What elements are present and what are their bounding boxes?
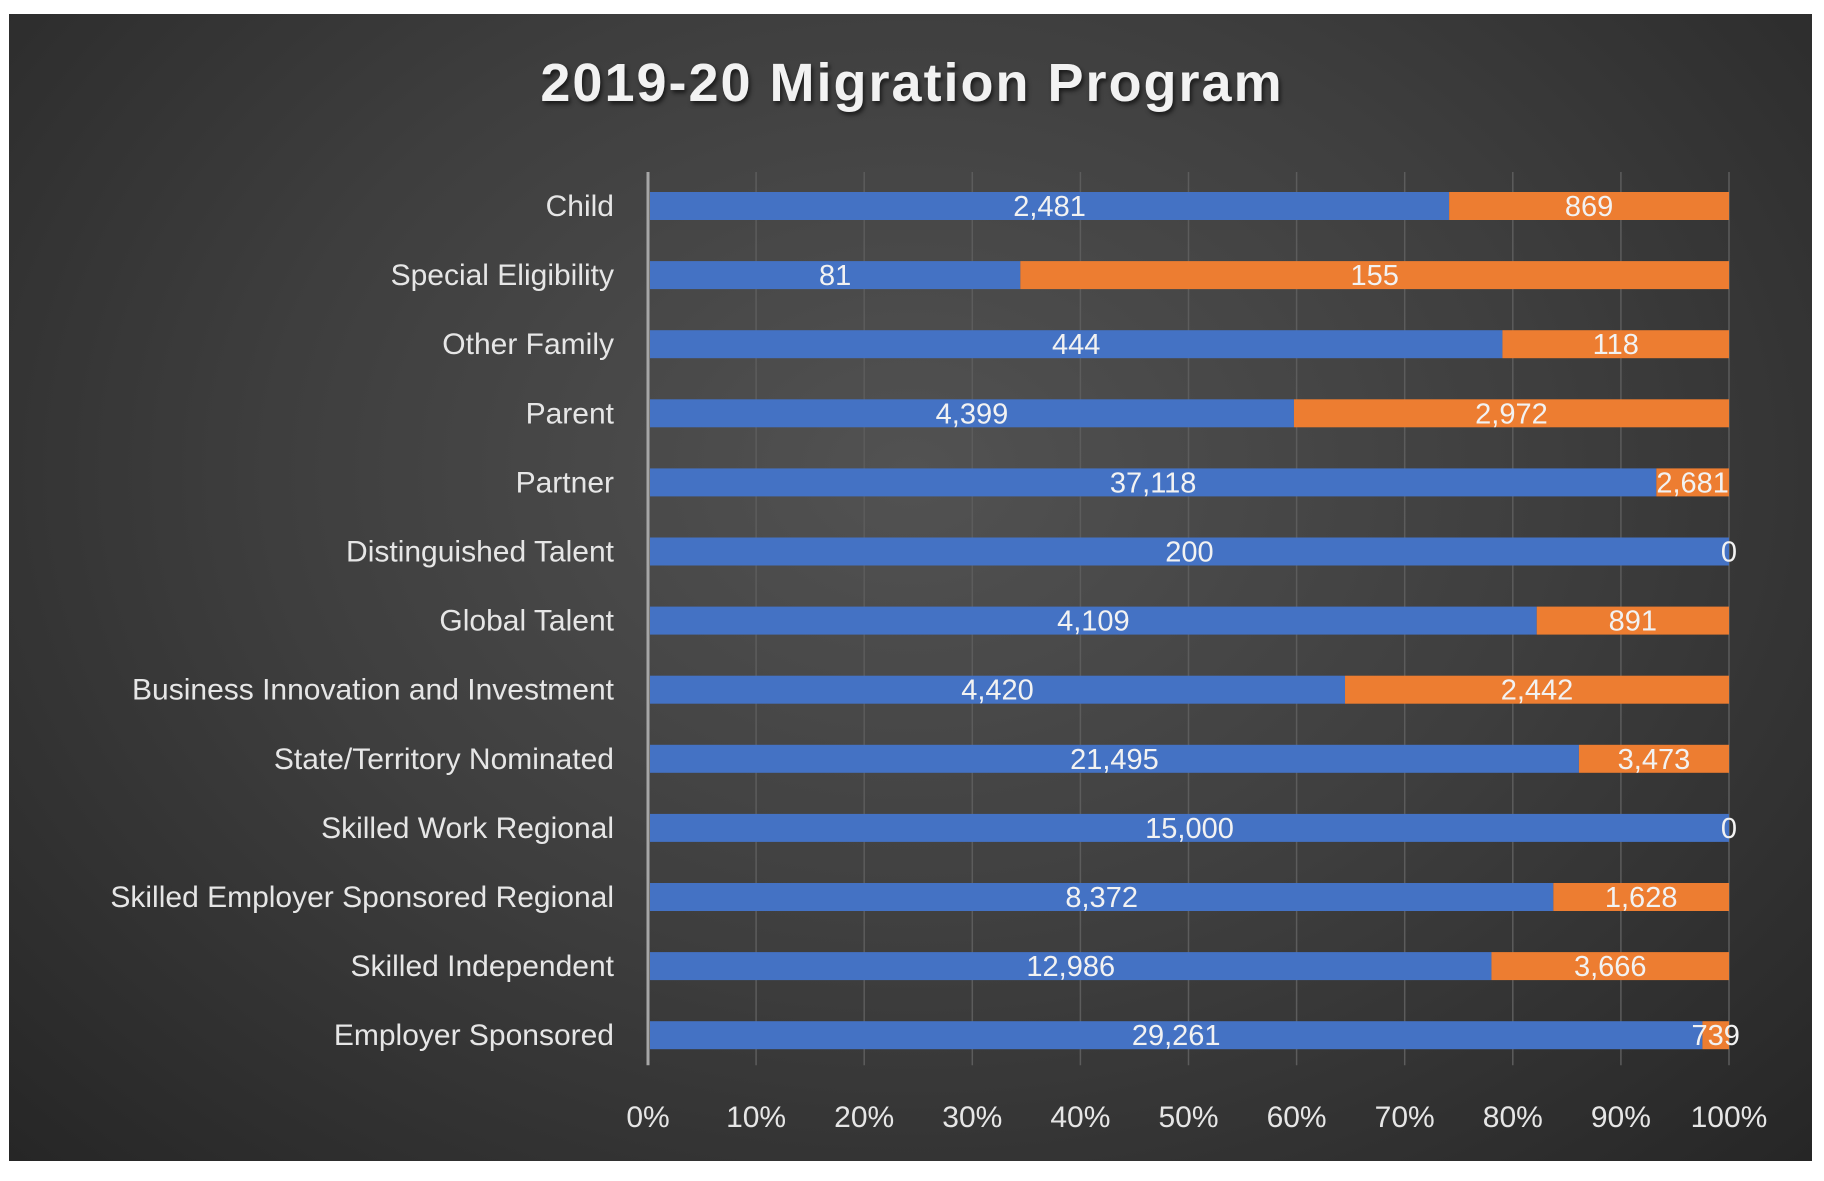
category-label: State/Territory Nominated — [274, 743, 614, 776]
data-label: 3,666 — [1574, 951, 1647, 983]
x-tick-label: 90% — [1591, 1101, 1651, 1134]
x-tick-label: 20% — [834, 1101, 894, 1134]
bar-segment-blue — [650, 330, 1503, 359]
bar-segment-orange — [1345, 675, 1729, 704]
data-label: 2,442 — [1501, 675, 1574, 707]
x-tick-label: 70% — [1375, 1101, 1435, 1134]
data-label: 3,473 — [1618, 744, 1691, 776]
bar-segment-blue — [650, 606, 1537, 635]
category-label: Distinguished Talent — [346, 536, 615, 569]
data-label: 12,986 — [1026, 951, 1115, 983]
data-label: 8,372 — [1065, 882, 1138, 914]
bar-segment-orange — [1536, 606, 1729, 635]
data-label: 29,261 — [1132, 1020, 1221, 1052]
data-label: 118 — [1593, 329, 1639, 361]
data-label: 15,000 — [1145, 813, 1234, 845]
bar-segment-orange — [1578, 744, 1729, 773]
data-label: 2,972 — [1475, 398, 1548, 430]
bar-segment-orange — [1702, 1021, 1729, 1050]
data-label: 4,109 — [1057, 606, 1130, 638]
bar-segment-orange — [1491, 952, 1729, 981]
data-label: 200 — [1165, 537, 1213, 569]
data-label: 0 — [1721, 537, 1737, 569]
x-tick-label: 60% — [1267, 1101, 1327, 1134]
category-label: Special Eligibility — [391, 259, 614, 292]
category-label: Other Family — [442, 328, 614, 361]
bar-segment-blue — [650, 537, 1729, 566]
data-label: 37,118 — [1110, 467, 1197, 499]
bar-segment-orange — [1293, 399, 1729, 428]
bar-segment-blue — [650, 261, 1021, 290]
bar-segment-blue — [650, 952, 1492, 981]
bar-segment-blue — [650, 883, 1554, 911]
bar-segment-orange — [1553, 883, 1729, 911]
bar-segment-orange — [1502, 330, 1729, 359]
data-label: 21,495 — [1070, 744, 1159, 776]
bar-segment-orange — [1449, 192, 1729, 220]
category-label: Partner — [516, 466, 614, 499]
bar-segment-blue — [650, 675, 1346, 704]
data-label: 891 — [1609, 606, 1657, 638]
category-label: Skilled Employer Sponsored Regional — [110, 881, 614, 914]
x-tick-label: 40% — [1050, 1101, 1110, 1134]
bar-segment-blue — [650, 468, 1657, 497]
bar-segment-orange — [1656, 468, 1729, 497]
x-tick-label: 50% — [1158, 1101, 1218, 1134]
x-tick-label: 80% — [1483, 1101, 1543, 1134]
category-label: Child — [546, 190, 614, 223]
bar-segment-orange — [1020, 261, 1729, 290]
bar-segment-blue — [650, 744, 1579, 773]
data-label: 4,399 — [936, 398, 1009, 430]
data-label: 4,420 — [961, 675, 1034, 707]
data-label: 81 — [819, 260, 851, 292]
category-label: Skilled Independent — [350, 950, 614, 983]
data-label: 2,481 — [1013, 191, 1086, 223]
category-label: Employer Sponsored — [334, 1019, 614, 1052]
category-label: Business Innovation and Investment — [132, 674, 615, 707]
category-label: Global Talent — [439, 605, 614, 638]
data-label: 155 — [1350, 260, 1398, 292]
data-label: 0 — [1721, 813, 1737, 845]
data-label: 739 — [1692, 1020, 1740, 1052]
x-tick-label: 0% — [626, 1101, 669, 1134]
category-label: Skilled Work Regional — [321, 812, 614, 845]
bar-segment-blue — [650, 192, 1450, 220]
x-tick-label: 30% — [942, 1101, 1002, 1134]
data-label: 1,628 — [1605, 882, 1678, 914]
x-tick-label: 10% — [726, 1101, 786, 1134]
bar-segment-blue — [650, 1021, 1703, 1050]
x-tick-label: 100% — [1691, 1101, 1768, 1134]
category-label: Parent — [526, 397, 615, 430]
chart-title: 2019-20 Migration Program — [540, 53, 1284, 113]
bar-segment-blue — [650, 399, 1294, 428]
data-label: 869 — [1565, 191, 1613, 223]
data-label: 2,681 — [1656, 467, 1729, 499]
data-label: 444 — [1052, 329, 1100, 361]
bar-segment-blue — [650, 813, 1729, 842]
